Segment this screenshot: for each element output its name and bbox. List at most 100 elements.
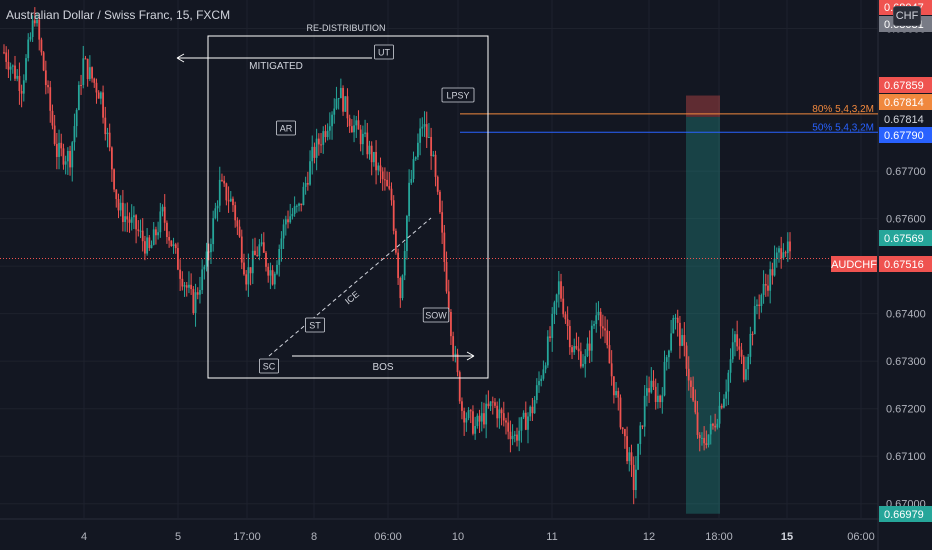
- candle-body: [150, 244, 153, 249]
- price-badge-label: 0.67859: [884, 80, 924, 92]
- candle-body: [553, 302, 556, 314]
- candle-body: [232, 198, 234, 206]
- symbol-badge: [831, 256, 877, 272]
- candle-body: [309, 161, 311, 185]
- candle-body: [271, 270, 274, 285]
- candle-body: [179, 269, 182, 279]
- candle-body: [62, 148, 65, 165]
- candle-body: [573, 345, 576, 353]
- candle-body: [335, 98, 338, 109]
- candle-body: [38, 19, 41, 40]
- x-tick-label: 10: [452, 531, 464, 543]
- candle-body: [738, 346, 741, 350]
- wyckoff-label-box: [441, 87, 475, 103]
- candle-body: [324, 131, 327, 138]
- candle-body: [298, 203, 300, 206]
- candle-body: [494, 402, 496, 406]
- candle-body: [513, 434, 516, 436]
- candle-body: [643, 395, 646, 427]
- candle-body: [359, 129, 362, 145]
- candle-body: [392, 200, 395, 231]
- x-tick-label: 06:00: [847, 531, 875, 543]
- candle-body: [571, 347, 573, 353]
- candle-body: [617, 391, 620, 398]
- candle-body: [91, 67, 93, 79]
- candle-body: [599, 311, 602, 327]
- candle-body: [267, 266, 270, 276]
- candle-body: [84, 58, 87, 60]
- candle-body: [566, 319, 569, 327]
- candle-body: [637, 443, 639, 470]
- candle-body: [764, 284, 767, 286]
- candle-body: [11, 65, 14, 67]
- candle-body: [214, 208, 217, 219]
- candle-body: [434, 154, 437, 177]
- candle-body: [69, 150, 71, 168]
- candle-body: [531, 406, 534, 414]
- candle-body: [511, 435, 514, 440]
- candle-body: [366, 132, 369, 155]
- redistribution-box: [207, 35, 489, 379]
- wyckoff-label-box: [259, 358, 279, 374]
- candle-body: [419, 128, 422, 143]
- wyckoff-label-box: [374, 44, 394, 60]
- candle-body: [593, 324, 595, 326]
- price-badge: [879, 230, 932, 246]
- candle-body: [555, 294, 558, 303]
- candle-body: [192, 289, 195, 313]
- candle-body: [789, 241, 791, 252]
- candle-body: [773, 258, 776, 276]
- candle-body: [375, 151, 377, 171]
- candle-body: [188, 284, 190, 288]
- candle-body: [467, 410, 470, 419]
- candle-body: [86, 58, 89, 80]
- x-tick-label: 15: [781, 531, 793, 543]
- candle-body: [665, 357, 668, 362]
- candle-body: [60, 142, 63, 149]
- candle-body: [254, 250, 256, 256]
- x-tick-label: 18:00: [705, 531, 733, 543]
- candle-body: [269, 270, 272, 276]
- candle-body: [568, 326, 571, 348]
- candle-body: [412, 159, 415, 179]
- candle-body: [564, 314, 567, 320]
- candle-body: [478, 415, 481, 422]
- candle-body: [428, 136, 430, 138]
- candle-body: [348, 118, 351, 127]
- candle-body: [472, 411, 474, 434]
- wyckoff-label: UT: [378, 48, 390, 58]
- y-tick-label: 0.67300: [886, 356, 926, 368]
- candle-body: [51, 110, 54, 126]
- candle-body: [630, 452, 633, 465]
- candle-body: [311, 146, 314, 162]
- price-badge: [879, 77, 932, 93]
- candle-body: [397, 252, 400, 278]
- candle-body: [421, 126, 424, 129]
- candle-body: [769, 269, 772, 291]
- candle-body: [139, 230, 142, 232]
- candle-body: [524, 412, 527, 430]
- candle-body: [291, 213, 294, 217]
- candle-body: [403, 251, 406, 276]
- candle-body: [725, 391, 728, 399]
- candle-body: [278, 248, 281, 265]
- candle-body: [47, 85, 49, 88]
- candle-body: [3, 52, 5, 54]
- candle-body: [276, 264, 278, 274]
- candle-body: [729, 359, 732, 373]
- candle-body: [579, 351, 582, 367]
- candle-body: [505, 420, 507, 423]
- candle-body: [148, 237, 151, 249]
- currency-button[interactable]: CHF: [893, 6, 921, 26]
- candle-body: [115, 189, 118, 200]
- candle-body: [522, 412, 525, 418]
- candle-body: [302, 186, 305, 206]
- candle-body: [679, 322, 681, 346]
- candle-body: [443, 232, 446, 262]
- candle-body: [551, 313, 554, 338]
- x-tick-label: 06:00: [374, 531, 402, 543]
- candle-body: [260, 242, 263, 245]
- candle-body: [509, 431, 512, 440]
- candle-body: [49, 87, 52, 111]
